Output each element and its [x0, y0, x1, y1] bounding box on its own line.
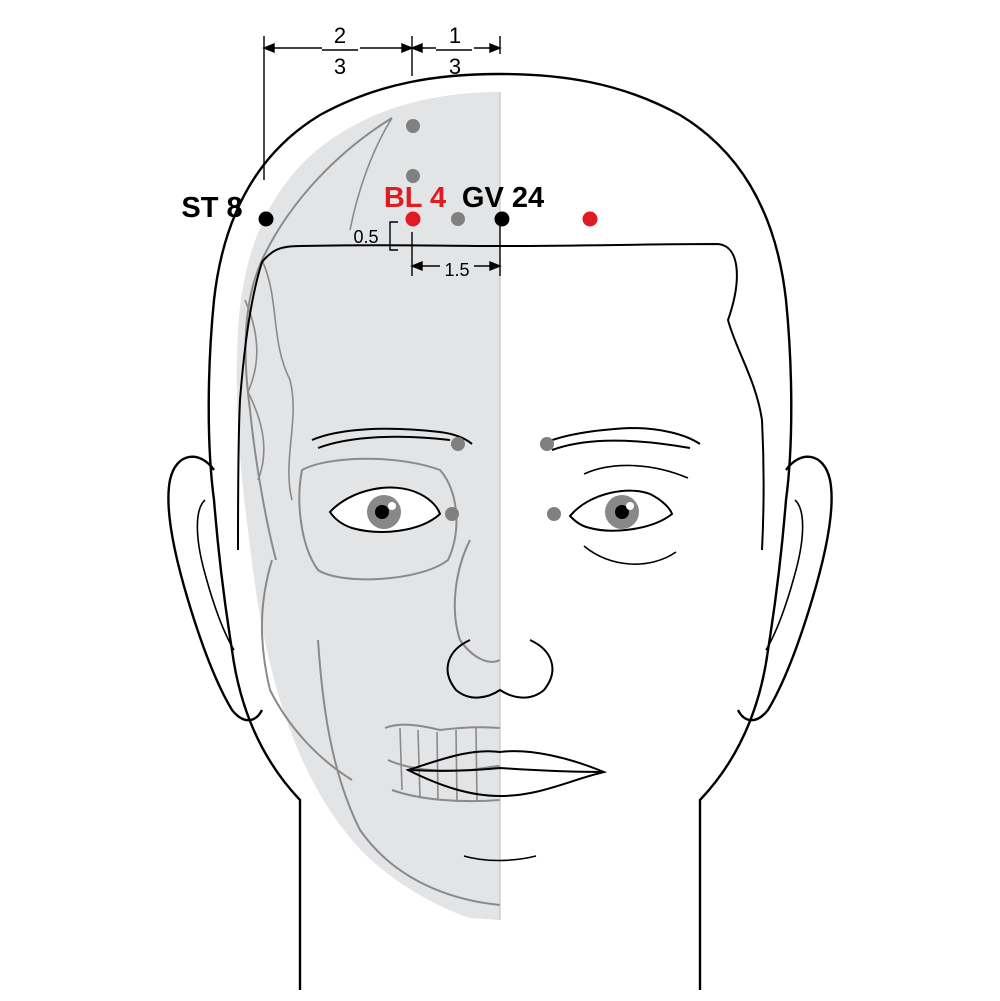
ear-left — [167, 455, 264, 722]
frac-one-third-den: 3 — [449, 54, 461, 79]
skull-jaw — [317, 639, 501, 906]
eyebrow-left — [311, 427, 473, 449]
eye-right — [568, 464, 689, 565]
gray-point — [451, 212, 465, 226]
head-outline — [207, 72, 793, 991]
mouth — [405, 750, 608, 798]
skull-teeth-dividers — [399, 727, 478, 802]
gray-point — [547, 507, 561, 521]
vertical-offset-label: 0.5 — [353, 227, 378, 247]
skull-cheek — [261, 559, 353, 781]
bl4-label: BL 4 — [384, 182, 446, 214]
horizontal-offset-label: 1.5 — [444, 260, 469, 280]
ear-right-inner — [765, 499, 804, 651]
bl4-point-mirror — [582, 211, 598, 227]
gv24-point — [494, 211, 510, 227]
frac-one-third-num: 1 — [449, 23, 461, 48]
st8-point — [258, 211, 274, 227]
st8-label: ST 8 — [181, 192, 242, 224]
other-points — [406, 119, 561, 521]
nose — [446, 639, 554, 699]
gray-point — [406, 169, 420, 183]
skull-orbit — [298, 457, 458, 581]
ear-left-inner — [196, 499, 235, 651]
gray-point — [406, 119, 420, 133]
eye-left — [328, 486, 442, 533]
bl4-point — [405, 211, 421, 227]
skull-sutures — [261, 117, 393, 501]
skull-temporal — [244, 299, 265, 481]
frac-two-thirds-den: 3 — [334, 54, 346, 79]
gray-point — [445, 507, 459, 521]
gv24-label: GV 24 — [462, 182, 544, 214]
eyebrow-right — [541, 426, 701, 451]
skull-cranium-line — [244, 117, 393, 561]
measurement-guides — [262, 36, 502, 276]
gray-point — [451, 437, 465, 451]
ear-right — [736, 455, 833, 722]
frac-two-thirds-num: 2 — [334, 23, 346, 48]
chin-line — [463, 855, 537, 862]
gray-point — [540, 437, 554, 451]
skull-nasal — [453, 539, 501, 663]
